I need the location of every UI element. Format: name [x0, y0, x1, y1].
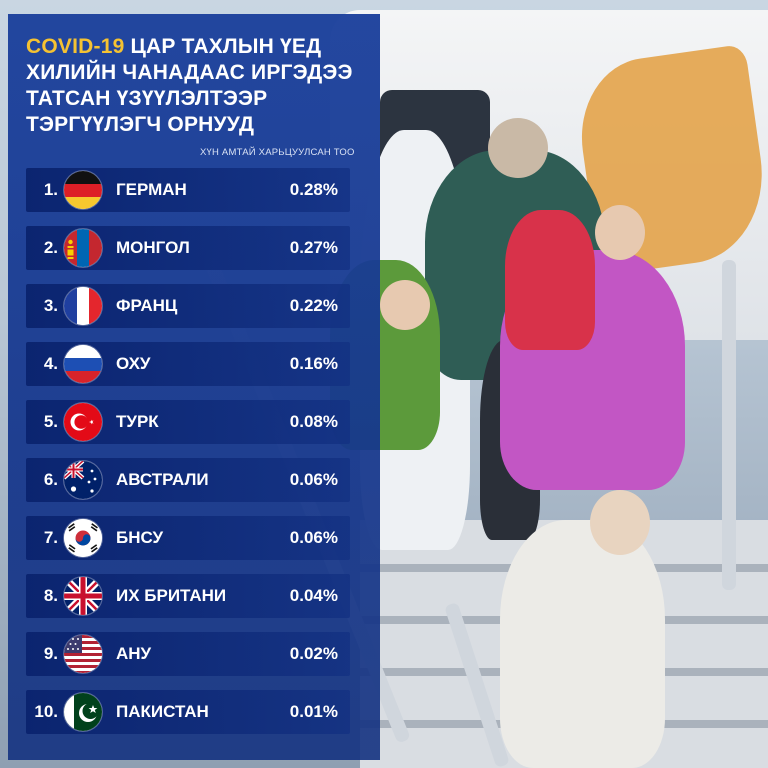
france-flag-icon [64, 287, 102, 325]
usa-flag-icon [64, 635, 102, 673]
pakistan-flag-icon [64, 693, 102, 731]
country-value: 0.27% [289, 238, 338, 257]
country-value: 0.22% [289, 296, 338, 315]
rank-number: 7. [43, 528, 58, 547]
rank-number: 9. [43, 644, 58, 663]
table-row: 6. АВСТРАЛИ 0.06% [26, 458, 350, 502]
rank-number: 4. [43, 354, 58, 373]
turkey-flag-icon [64, 403, 102, 441]
head-2 [595, 205, 645, 260]
title-line-4: ТЭРГҮҮЛЭГЧ ОРНУУД [26, 113, 255, 136]
country-name: ИХ БРИТАНИ [116, 586, 227, 605]
title-highlight: COVID-19 [26, 35, 125, 58]
country-value: 0.01% [289, 702, 338, 721]
rank-number: 10. [34, 702, 58, 721]
country-name: БНСУ [116, 528, 164, 547]
rank-number: 2. [43, 238, 58, 257]
country-value: 0.08% [289, 412, 338, 431]
child-red-jacket [505, 210, 595, 350]
title-line-2: ХИЛИЙН ЧАНАДААС ИРГЭДЭЭ [26, 61, 353, 84]
head-1 [488, 118, 548, 178]
country-name: ТУРК [116, 412, 159, 431]
stair-rail-right [722, 260, 736, 590]
country-value: 0.06% [289, 470, 338, 489]
australia-flag-icon [64, 461, 102, 499]
germany-flag-icon [64, 171, 102, 209]
south-korea-flag-icon [64, 519, 102, 557]
mongolia-flag-icon [64, 229, 102, 267]
rank-number: 1. [43, 180, 58, 199]
country-name: АНУ [116, 644, 152, 663]
country-value: 0.02% [289, 644, 338, 663]
country-value: 0.04% [289, 586, 338, 605]
chart-subtitle: ХҮН АМТАЙ ХАРЬЦУУЛСАН ТОО [200, 147, 355, 158]
table-row: 2. МОНГОЛ 0.27% [26, 226, 350, 270]
rank-number: 3. [43, 296, 58, 315]
country-value: 0.16% [289, 354, 338, 373]
rank-number: 8. [43, 586, 58, 605]
rank-number: 6. [43, 470, 58, 489]
table-row: 5. ТУРК 0.08% [26, 400, 350, 444]
country-name: АВСТРАЛИ [116, 470, 209, 489]
title-line-1: COVID-19 ЦАР ТАХЛЫН ҮЕД [26, 35, 321, 58]
table-row: 4. ОХУ 0.16% [26, 342, 350, 386]
table-row: 1. ГЕРМАН 0.28% [26, 168, 350, 212]
country-name: ГЕРМАН [116, 180, 187, 199]
title-line-1-text: ЦАР ТАХЛЫН ҮЕД [124, 35, 322, 58]
country-name: ОХУ [116, 354, 151, 373]
uk-flag-icon [64, 577, 102, 615]
country-name: ПАКИСТАН [116, 702, 209, 721]
country-name: МОНГОЛ [116, 238, 190, 257]
table-row: 3. ФРАНЦ 0.22% [26, 284, 350, 328]
rank-number: 5. [43, 412, 58, 431]
chart-title: COVID-19 ЦАР ТАХЛЫН ҮЕД ХИЛИЙН ЧАНАДААС … [26, 34, 366, 138]
table-row: 10. ПАКИСТАН 0.01% [26, 690, 350, 734]
russia-flag-icon [64, 345, 102, 383]
person-white-coat [500, 520, 665, 768]
table-row: 8. ИХ БРИТАНИ 0.04% [26, 574, 350, 618]
table-row: 7. БНСУ 0.06% [26, 516, 350, 560]
title-line-3: ТАТСАН ҮЗҮҮЛЭЛТЭЭР [26, 87, 268, 110]
head-4 [590, 490, 650, 555]
country-value: 0.28% [289, 180, 338, 199]
country-value: 0.06% [289, 528, 338, 547]
country-name: ФРАНЦ [116, 296, 178, 315]
head-3 [380, 280, 430, 330]
table-row: 9. АНУ 0.02% [26, 632, 350, 676]
